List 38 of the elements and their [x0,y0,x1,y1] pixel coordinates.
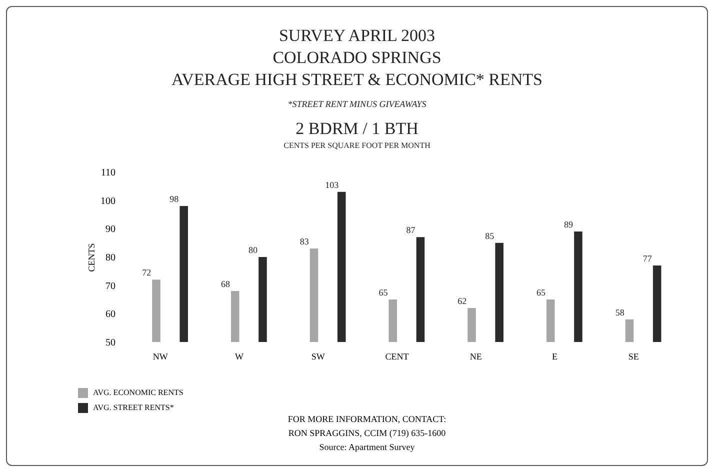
x-tick-label: CENT [385,352,410,362]
chart-title: SURVEY APRIL 2003 COLORADO SPRINGS AVERAGE HIGH STREET & ECONOMIC* RENTS [170,25,544,91]
text: CENTS PER SQUARE FOOT PER MONTH [282,141,432,150]
data-label: 85 [485,230,495,241]
data-label: 62 [458,296,467,306]
data-label: 77 [642,254,652,264]
x-tick-label: W [235,352,244,362]
legend-label: AVG. STREET RENTS* [93,403,174,412]
source-note: Source: Apartment Survey [319,442,415,452]
data-label: 87 [406,225,416,236]
x-tick-label: NE [470,352,482,362]
data-label: 65 [536,288,546,298]
text: RON SPRAGGINS, CCIM (719) 635-1600 [288,428,446,438]
data-label: 58 [615,307,625,318]
y-tick-label: 80 [106,252,116,264]
data-label: 68 [220,279,230,289]
x-tick-label: SW [311,352,326,362]
data-label: 98 [170,194,180,204]
y-tick-label: 90 [106,224,116,236]
data-label: 103 [325,180,340,190]
x-tick-label: NW [152,352,168,362]
x-tick-label: E [552,352,558,362]
data-label: 83 [300,236,310,246]
y-tick-label: 110 [100,168,116,178]
data-label: 80 [248,245,258,255]
y-tick-label: 100 [100,196,116,207]
y-axis-title: CENTS [86,243,96,272]
x-tick-label: SE [628,352,640,362]
data-label: 65 [378,288,388,298]
chart-subtitle: *STREET RENT MINUS GIVEAWAYS [286,99,428,109]
y-tick-label: 70 [106,280,116,292]
data-label: 72 [142,268,152,278]
data-label: 89 [564,220,574,230]
legend-label: AVG. ECONOMIC RENTS [93,388,184,397]
text: FOR MORE INFORMATION, CONTACT: [288,414,446,424]
text: 2 BDRM / 1 BTH [294,119,420,139]
y-tick-label: 60 [106,309,116,320]
y-tick-label: 50 [106,338,116,348]
